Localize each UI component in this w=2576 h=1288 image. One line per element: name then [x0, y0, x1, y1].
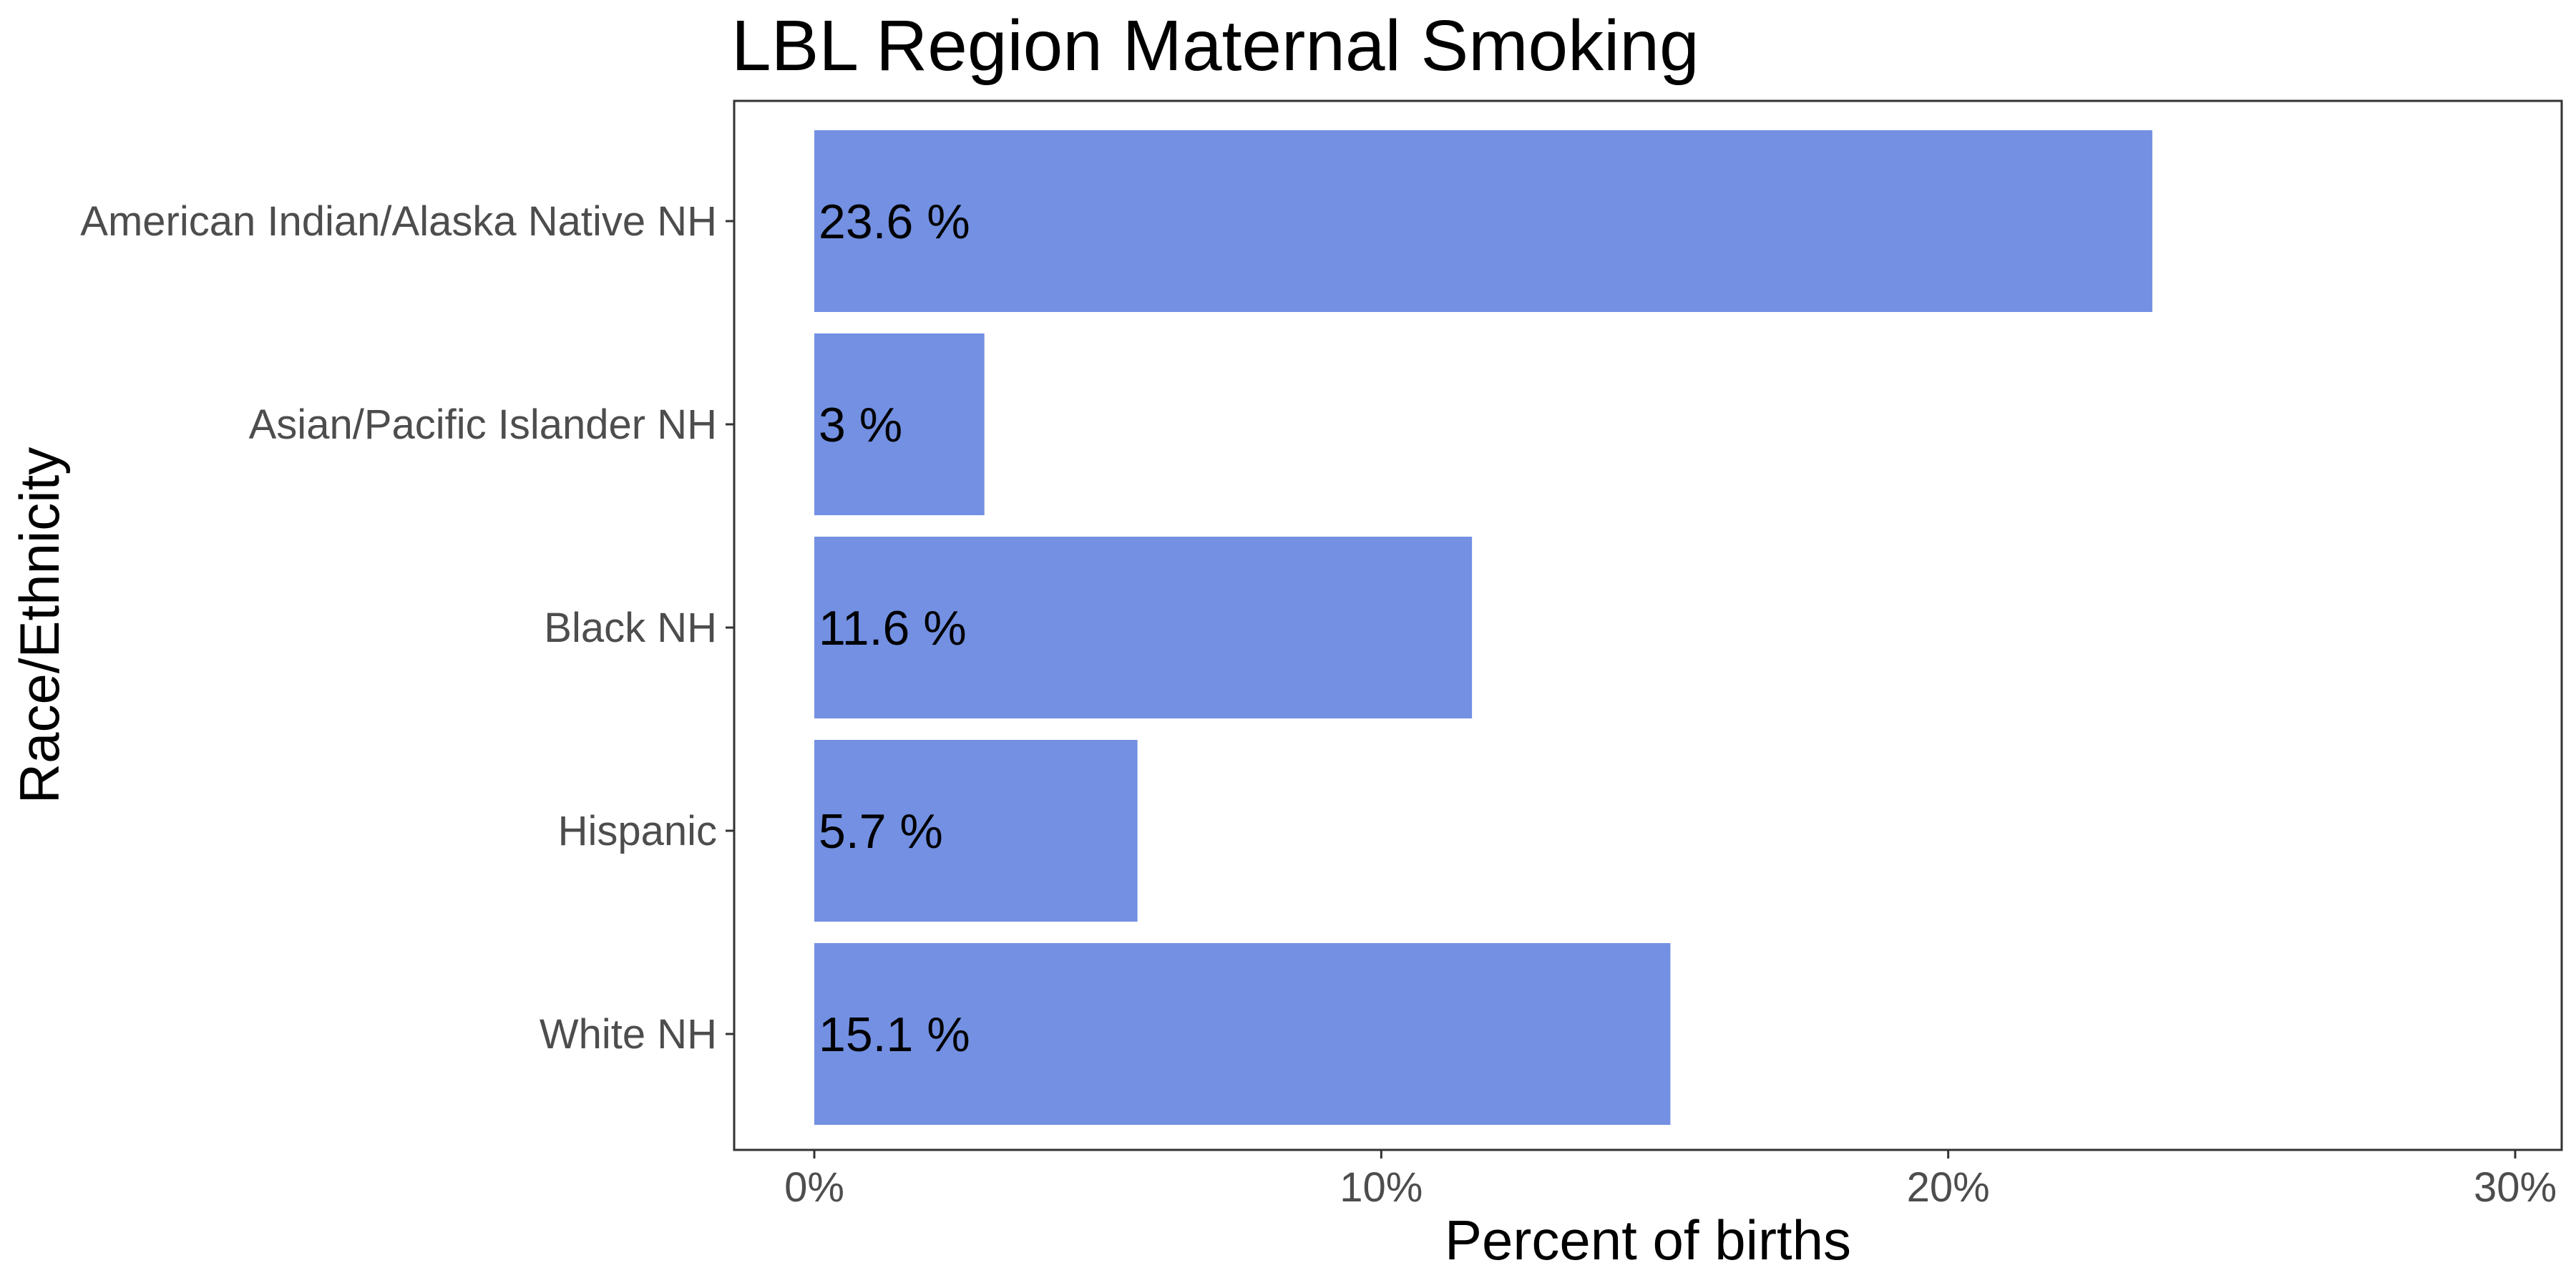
y-axis-title: Race/Ethnicity — [8, 447, 71, 804]
x-axis-title: Percent of births — [1445, 1209, 1851, 1272]
data-label-4: 15.1 % — [819, 1008, 970, 1062]
data-label-0: 23.6 % — [819, 195, 970, 249]
y-tick-label-4: White NH — [540, 1011, 717, 1058]
bar-1 — [814, 333, 985, 515]
bar-2 — [814, 537, 1473, 718]
x-tick-label-3: 30% — [2474, 1164, 2557, 1211]
plot-panel-border — [733, 99, 2563, 1151]
y-tick-label-0: American Indian/Alaska Native NH — [80, 198, 717, 245]
y-tick-label-3: Hispanic — [558, 808, 717, 854]
y-axis: American Indian/Alaska Native NH Asian/Pa… — [80, 198, 734, 1058]
x-tick-label-2: 20% — [1907, 1164, 1990, 1211]
data-label-3: 5.7 % — [819, 804, 943, 859]
y-tick-label-1: Asian/Pacific Islander NH — [249, 401, 717, 448]
bar-0 — [814, 130, 2152, 312]
chart-title: LBL Region Maternal Smoking — [731, 6, 1699, 86]
data-labels-layer: 23.6 % 3 % 11.6 % 5.7 % 15.1 % — [819, 195, 970, 1062]
bars-layer — [814, 130, 2152, 1125]
data-label-2: 11.6 % — [819, 601, 967, 655]
x-tick-label-0: 0% — [784, 1164, 844, 1211]
y-tick-label-2: Black NH — [544, 605, 717, 651]
bar-3 — [814, 740, 1138, 922]
bar-4 — [814, 943, 1671, 1125]
x-axis: 0% 10% 20% 30% — [784, 1150, 2557, 1211]
data-label-1: 3 % — [819, 398, 902, 452]
x-tick-label-1: 10% — [1340, 1164, 1423, 1211]
